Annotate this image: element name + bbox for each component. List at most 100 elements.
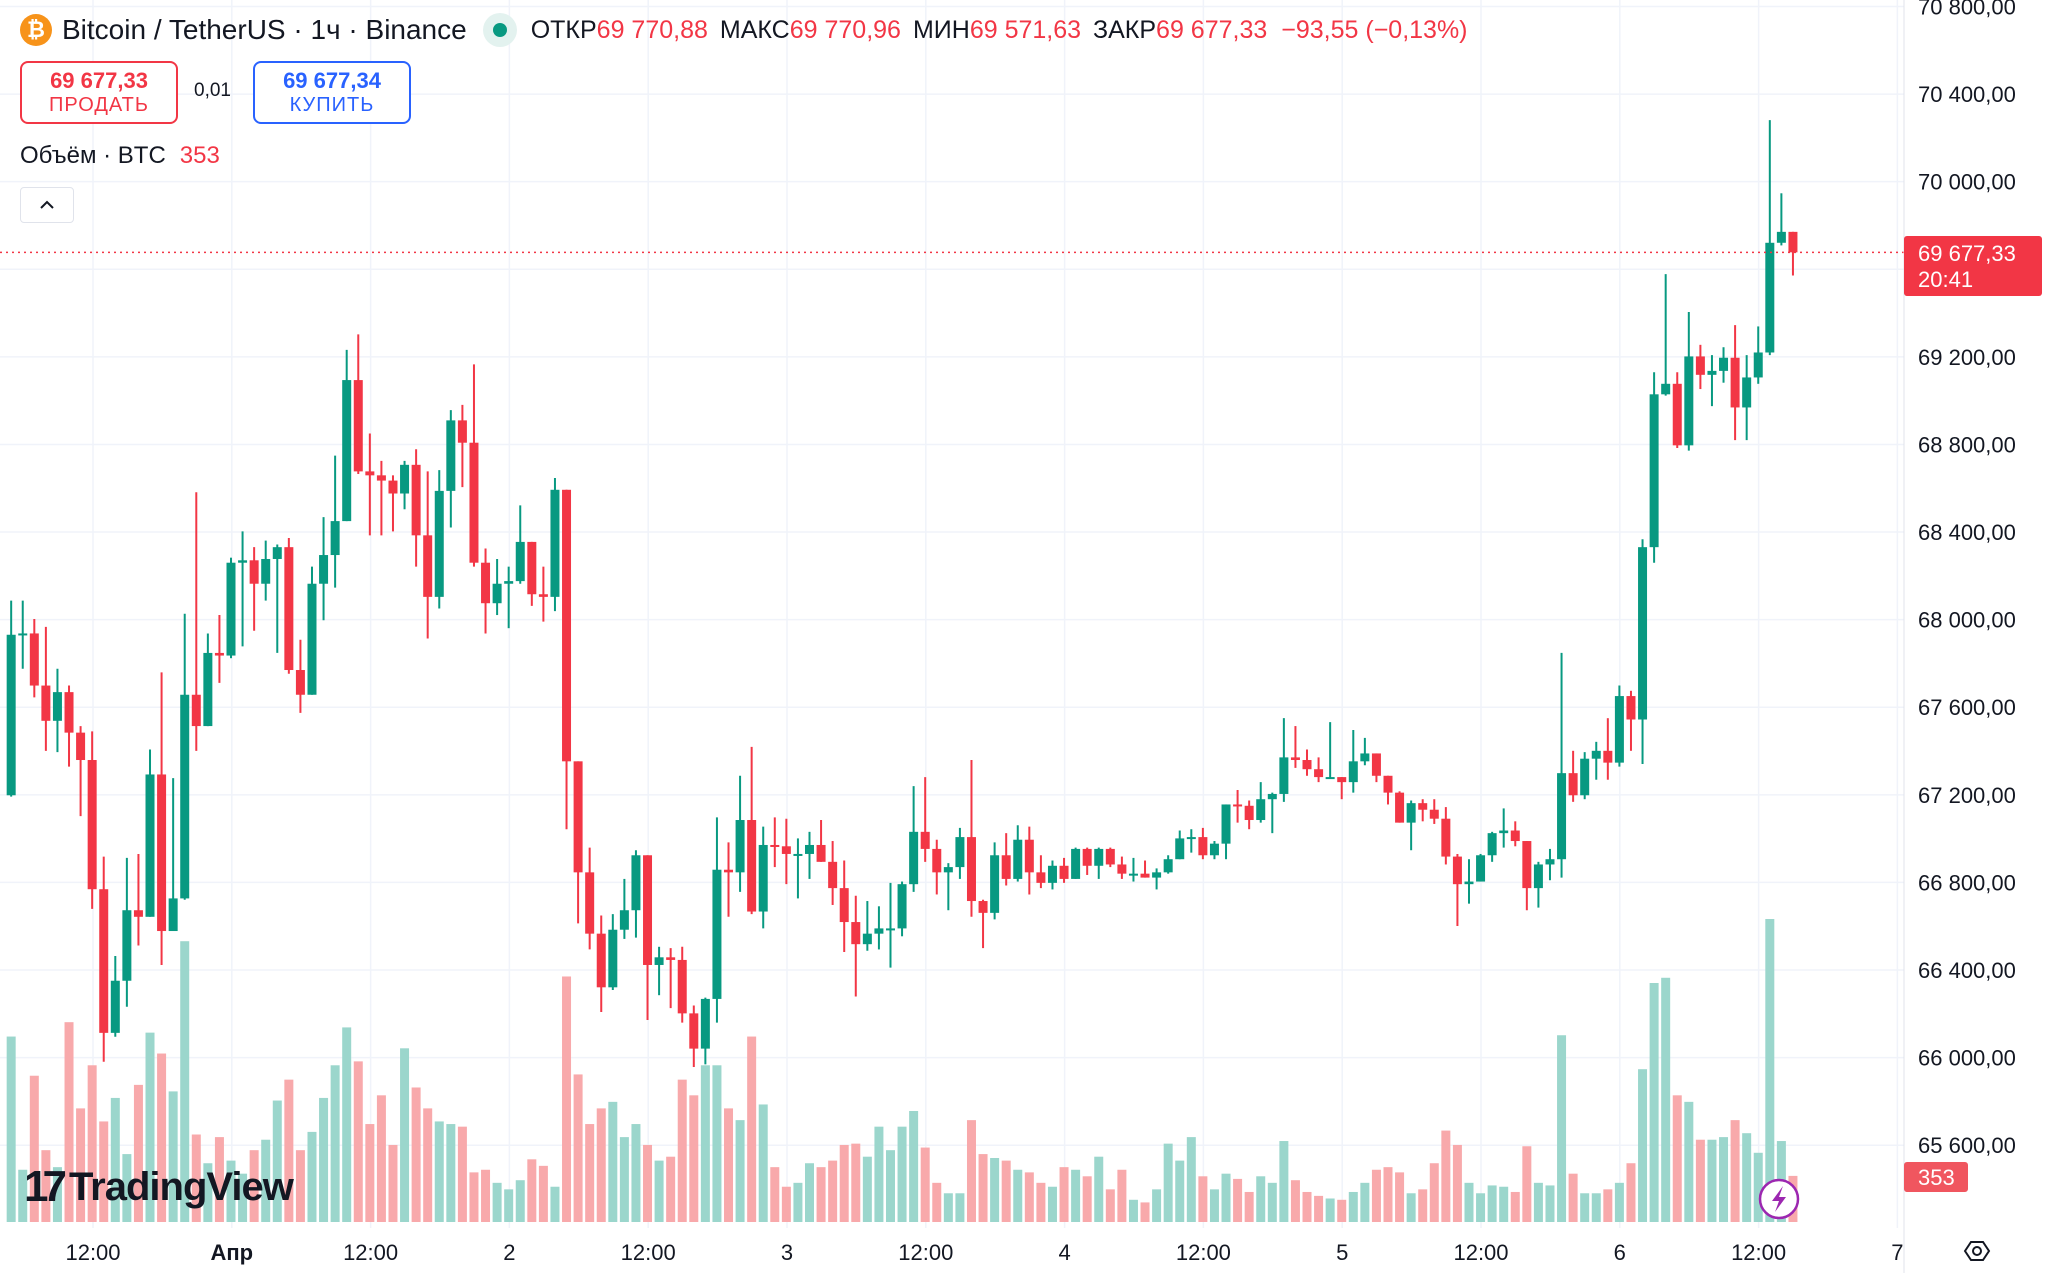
volume-bar [1082,1176,1092,1222]
volume-bar [1614,1182,1624,1222]
candle-body [157,774,167,932]
market-status-icon[interactable] [482,13,517,47]
volume-bar [1186,1137,1196,1222]
symbol-title[interactable]: Bitcoin / TetherUS · 1ч · Binance [62,14,467,45]
candle [76,726,86,817]
candle [411,449,421,567]
candle [1742,355,1752,441]
volume-bar [1753,1152,1763,1222]
volume-bar [1464,1182,1474,1222]
candle [133,853,143,946]
candle-body [272,547,282,559]
volume-bar [1198,1176,1208,1222]
candle-body [18,633,28,636]
collapse-legend-button[interactable] [20,187,74,223]
candle [654,946,664,996]
candle [41,626,51,751]
sell-button[interactable]: 69 677,33 ПРОДАТЬ [20,61,178,124]
lightning-icon[interactable] [1758,1178,1800,1220]
price-tick-label: 70 800,00 [1918,0,2016,20]
volume-bar [1290,1180,1300,1222]
candle-body [376,475,386,481]
sell-price: 69 677,33 [50,67,148,93]
candle [504,566,514,629]
candle [1094,847,1104,879]
volume-bar [1279,1141,1289,1222]
volume-bar [353,1061,363,1222]
candle [1626,690,1636,751]
price-axis[interactable]: 70 800,00 70 400,00 70 000,00 69 200,00 68 8… [1918,0,2016,1158]
candle [700,997,710,1065]
candle [18,600,28,669]
candle [805,831,814,879]
candle [249,547,259,631]
volume-value: 353 [179,142,220,169]
volume-bar [1047,1186,1057,1222]
candle [1395,791,1405,823]
candle [1175,830,1185,860]
volume-bar [816,1167,826,1222]
price-tick-label: 65 600,00 [1918,1133,2016,1158]
settings-icon[interactable] [1963,1241,1991,1261]
candle-body [862,933,872,945]
candle-body [712,869,722,999]
candle [319,517,329,621]
time-tick-label: 12:00 [1731,1240,1786,1265]
candle-body [99,889,109,1033]
time-axis[interactable]: 12:00 Апр 12:00 2 12:00 3 12:00 4 12:00 5 12:00 6 12… [65,1240,1903,1265]
volume-bar [1059,1167,1069,1222]
candle [1337,777,1347,800]
price-change: −93,55 (−0,13%) [1281,15,1468,44]
candle [689,1005,699,1068]
buy-button[interactable]: 69 677,34 КУПИТЬ [253,61,411,124]
candle-body [1314,769,1324,778]
candle-body [839,888,849,923]
volume-bar [1499,1186,1509,1222]
volume-bar [805,1163,814,1222]
volume-bar [828,1160,838,1222]
candle [1533,861,1543,908]
candle [295,639,305,713]
candle-body [538,594,548,597]
volume-bar [1626,1163,1636,1222]
volume-bar [1684,1101,1694,1222]
volume-bar [1476,1193,1486,1222]
volume-bar [990,1158,1000,1222]
candle-body [631,855,641,911]
candle [1661,274,1671,396]
candle-body [1186,837,1196,840]
candle-body [619,910,629,930]
time-tick-label: 12:00 [65,1240,120,1265]
last-price-value: 69 677,33 [1918,241,2016,266]
candle-body [1128,873,1138,876]
volume-bar [1545,1185,1555,1222]
candle [400,460,410,510]
candle [851,895,861,997]
candle-body [1071,848,1081,879]
candle [1557,652,1567,878]
candle [1267,792,1277,834]
candle-body [226,562,236,656]
candle [712,817,722,1023]
candle-body [955,837,965,868]
candlesticks [6,120,1798,1068]
candle [677,946,687,1023]
candle-body [1441,818,1451,857]
price-tick-label: 68 400,00 [1918,520,2016,545]
volume-bar [1395,1172,1405,1222]
candle-body [1163,859,1173,873]
tradingview-logo[interactable]: 17 TradingView [24,1162,294,1212]
candle-body [41,685,51,721]
candle [87,731,97,909]
volume-bar [1418,1189,1428,1222]
candle [1730,325,1740,441]
volume-bar [1429,1163,1439,1222]
candle [330,455,340,588]
candle [365,433,375,536]
candle [6,600,16,797]
candle-body [805,844,814,854]
volume-bar [1695,1139,1705,1222]
candle-body [238,560,248,563]
candle-body [411,464,421,536]
